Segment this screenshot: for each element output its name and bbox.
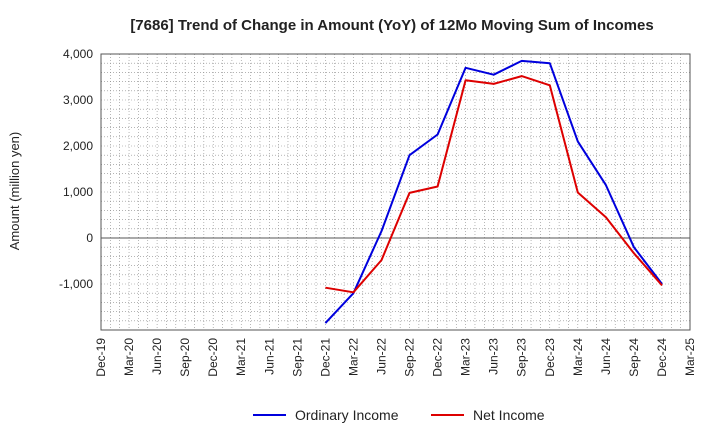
x-tick-label: Sep-20 xyxy=(178,338,192,377)
y-axis-title: Amount (million yen) xyxy=(7,132,22,251)
x-tick-label: Dec-21 xyxy=(318,338,332,377)
x-tick-label: Jun-22 xyxy=(374,338,388,375)
x-tick-label: Jun-23 xyxy=(487,338,501,375)
x-tick-label: Mar-22 xyxy=(346,338,360,376)
x-tick-label: Jun-24 xyxy=(599,338,613,375)
plot-frame xyxy=(100,53,691,331)
series-line-net-income xyxy=(325,75,663,294)
y-tick-label: 2,000 xyxy=(63,139,93,153)
y-tick-label: 4,000 xyxy=(63,47,93,61)
y-tick-label: -1,000 xyxy=(59,277,93,291)
x-tick-label: Jun-21 xyxy=(262,338,276,375)
x-tick-label: Jun-20 xyxy=(150,338,164,375)
x-tick-label: Dec-20 xyxy=(206,338,220,377)
x-tick-label: Sep-23 xyxy=(515,338,529,377)
x-tick-label: Sep-21 xyxy=(290,338,304,377)
x-tick-label: Mar-20 xyxy=(122,338,136,376)
x-tick-label: Dec-22 xyxy=(431,338,445,377)
chart-title: [7686] Trend of Change in Amount (YoY) o… xyxy=(130,17,653,34)
x-tick-label: Mar-24 xyxy=(571,338,585,376)
x-tick-label: Sep-22 xyxy=(403,338,417,377)
legend-label: Net Income xyxy=(473,407,545,423)
series-lines xyxy=(324,59,663,324)
legend-label: Ordinary Income xyxy=(295,407,399,423)
y-axis-ticks: 4,000 3,000 2,000 1,000 0 -1,000 xyxy=(59,47,93,291)
x-tick-label: Mar-21 xyxy=(234,338,248,376)
legend: Ordinary Income Net Income xyxy=(253,407,545,423)
series-line-ordinary-income xyxy=(324,59,663,324)
x-tick-label: Sep-24 xyxy=(627,338,641,377)
x-tick-label: Mar-23 xyxy=(459,338,473,376)
x-tick-label: Dec-23 xyxy=(543,338,557,377)
x-tick-label: Dec-19 xyxy=(94,338,108,377)
y-tick-label: 0 xyxy=(86,231,93,245)
x-axis-ticks: Dec-19 Mar-20 Jun-20 Sep-20 Dec-20 Mar-21 Jun-… xyxy=(94,338,697,377)
x-tick-label: Mar-25 xyxy=(683,338,697,376)
y-tick-label: 3,000 xyxy=(63,93,93,107)
x-tick-label: Dec-24 xyxy=(655,338,669,377)
y-tick-label: 1,000 xyxy=(63,185,93,199)
